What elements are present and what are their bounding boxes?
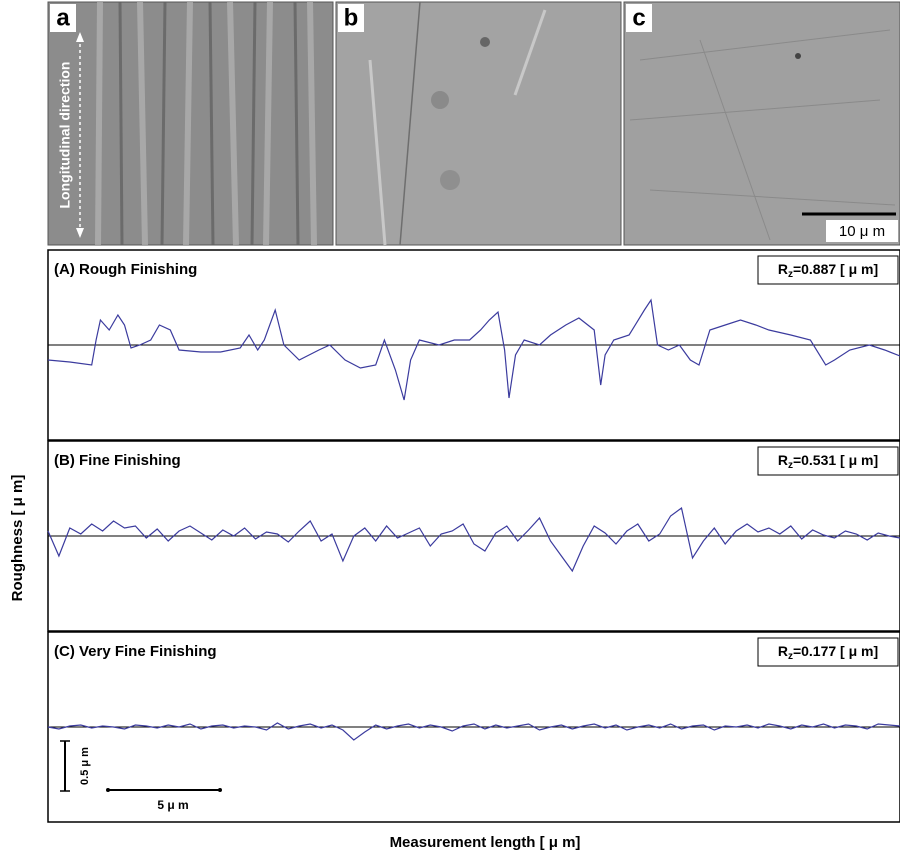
roughness-profile: [47, 506, 900, 573]
rz-text: =0.531 [ μ m]: [793, 452, 878, 468]
rz-label: Rz=0.177 [ μ m]: [778, 643, 878, 662]
x-axis-label: Measurement length [ μ m]: [390, 834, 581, 851]
rz-box: [757, 637, 899, 667]
roughness-profile: [47, 298, 900, 401]
rz-text: =0.887 [ μ m]: [793, 261, 878, 277]
profiles: (A) Rough Finishing Rz=0.887 [ μ m](B) Fi…: [47, 249, 900, 823]
sem-image-c: c 10 μ m: [623, 1, 900, 246]
sem-image-a: a Longitudinal direction: [47, 1, 334, 246]
scale-bar-label: 0.5 μ m: [79, 747, 91, 785]
scale-bar-label: 5 μ m: [157, 798, 188, 812]
rz-label: Rz=0.531 [ μ m]: [778, 452, 878, 471]
sem-image-b: b: [335, 1, 622, 246]
rz-label: Rz=0.887 [ μ m]: [778, 261, 878, 280]
rz-box: [757, 255, 899, 285]
rz-subscript: z: [788, 460, 793, 471]
panel-title: (A) Rough Finishing: [54, 261, 197, 278]
image-label: a: [56, 4, 70, 31]
scale-bars: 0.5 μ m 5 μ m: [60, 740, 222, 812]
rz-symbol: R: [778, 643, 788, 659]
rz-subscript: z: [788, 269, 793, 280]
rz-box: [757, 446, 899, 476]
rz-symbol: R: [778, 261, 788, 277]
roughness-profile: [47, 722, 900, 741]
rz-subscript: z: [788, 651, 793, 662]
image-annotation: Longitudinal direction: [57, 62, 73, 209]
rz-symbol: R: [778, 452, 788, 468]
rz-text: =0.177 [ μ m]: [793, 643, 878, 659]
scale-bar-label: 10 μ m: [839, 223, 885, 240]
image-label: b: [344, 4, 359, 31]
panel-title: (B) Fine Finishing: [54, 452, 181, 469]
panel-title: (C) Very Fine Finishing: [54, 643, 217, 660]
y-axis-label: Roughness [ μ m]: [9, 475, 26, 602]
image-label: c: [632, 4, 645, 31]
